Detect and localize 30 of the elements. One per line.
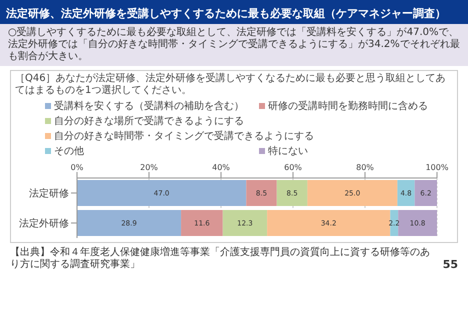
text: 【出典】令和４年度老人保健健康増進等事業「介護支援専門員の資質向上に資する研修等のあり方に関する調査研究事業」 [10,247,431,271]
chart-subtitle: ○受講しやすくするために最も必要な取組として、法定研修では「受講料を安くする」が47.0%で、法定外研修では「自分の好きな時間帯・タイミングで受講できるようにする」が34.2%でそれぞれ最も割合が大きい。 [0,24,468,66]
x-tick-label: 40% [212,163,230,172]
text: 55 [442,258,458,271]
bar [414,180,437,206]
bar [307,180,398,206]
bar [397,180,415,206]
bar [267,210,390,236]
x-tick-label: 100% [426,163,449,172]
chart-title: 法定研修、法定外研修を受講しやすくするために最も必要な取組（ケアマネジャー調査） [0,0,468,24]
x-tick-label: 80% [356,163,374,172]
legend-label: 特にない [268,144,308,158]
bar [181,210,223,236]
bar [276,180,308,206]
bar [246,180,277,206]
bar [222,210,268,236]
text: ［Q46］あなたが法定研修、法定外研修を受講しやすくなるために最も必要と思う取組としてあてはまるものを1つ選択してください。 [15,73,447,97]
x-tick-label: 20% [140,163,158,172]
legend-label: その他 [54,145,84,158]
x-tick-label: 60% [284,163,302,172]
legend-label: 研修の受講時間を勤務時間に含める [268,100,428,113]
legend-label: 自分の好きな時間帯・タイミングで受講できるようにする [54,130,314,143]
y-tick-label: 法定研修 [29,188,69,200]
bar [398,210,437,236]
x-tick-label: 0% [70,163,84,172]
y-tick-label: 法定外研修 [19,218,69,230]
bar [77,180,246,206]
bar [77,210,182,236]
legend-label: 自分の好きな場所で受講できるようにする [54,114,244,128]
legend-label: 受講料を安くする（受講料の補助を含む） [54,100,244,113]
